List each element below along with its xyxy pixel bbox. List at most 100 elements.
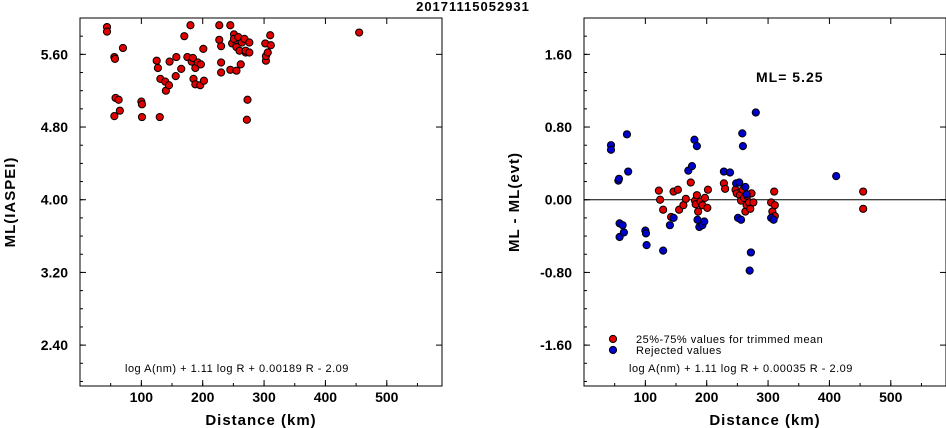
accepted-point: [859, 204, 868, 213]
left-y-axis-title: ML(IASPEI): [2, 157, 19, 248]
accepted-point: [355, 28, 364, 37]
accepted-point: [236, 60, 245, 69]
x-tick-label: 100: [634, 389, 658, 405]
rejected-point: [751, 108, 760, 117]
rejected-point: [641, 229, 651, 238]
accepted-point: [681, 194, 690, 203]
accepted-point: [700, 193, 709, 203]
y-tick-label: 5.60: [41, 46, 68, 62]
accepted-point: [746, 204, 755, 213]
left-axis-ticks: 100 200 300 400 500 2.40 3.20 4.00 4.80 5.60: [41, 18, 442, 405]
right-formula-annotation: log A(nm) + 1.11 log R + 0.00035 R - 2.0…: [629, 363, 853, 375]
y-tick-label: 1.60: [545, 46, 572, 62]
accepted-point: [165, 57, 174, 66]
x-tick-label: 500: [879, 389, 903, 405]
ml-event-annotation: ML= 5.25: [756, 69, 824, 85]
rejected-point: [746, 248, 755, 257]
rejected-point: [665, 221, 674, 230]
accepted-point: [110, 112, 119, 121]
rejected-point: [700, 217, 709, 226]
y-tick-label: 0.80: [545, 119, 572, 135]
y-tick-label: 0.00: [545, 192, 572, 208]
accepted-point: [694, 207, 703, 216]
accepted-point: [226, 21, 235, 30]
x-tick-label: 300: [756, 389, 780, 405]
x-tick-label: 400: [818, 389, 842, 405]
rejected-point: [606, 145, 616, 154]
accepted-point: [721, 184, 730, 193]
rejected-point: [741, 182, 750, 192]
accepted-point: [770, 187, 779, 196]
left-plot-frame: [79, 17, 443, 387]
accepted-point: [110, 54, 120, 63]
right-data-points: [606, 108, 868, 275]
accepted-point: [703, 203, 712, 213]
rejected-point: [622, 130, 632, 139]
rejected-point: [687, 162, 697, 171]
accepted-point: [703, 185, 713, 194]
accepted-point: [215, 21, 224, 30]
y-tick-label: -0.80: [540, 264, 572, 280]
legend-label-rejected: Rejected values: [636, 345, 722, 357]
accepted-point: [196, 60, 205, 69]
accepted-point: [164, 81, 174, 90]
x-tick-label: 100: [130, 389, 154, 405]
right-plot-frame: [583, 17, 946, 387]
rejected-point: [736, 215, 746, 224]
rejected-point: [832, 172, 841, 181]
accepted-point: [180, 32, 189, 41]
legend-label-accepted: 25%-75% values for trimmed mean: [636, 334, 823, 346]
y-tick-label: 4.00: [41, 192, 68, 208]
rejected-point: [642, 241, 651, 250]
right-x-axis-title: Distance (km): [709, 412, 820, 428]
y-tick-label: 2.40: [41, 337, 68, 353]
accepted-point: [172, 52, 181, 62]
accepted-point: [242, 115, 251, 124]
accepted-point: [232, 66, 241, 75]
accepted-point: [692, 191, 701, 200]
x-tick-label: 200: [191, 389, 215, 405]
accepted-point: [155, 112, 164, 122]
legend-swatch-accepted: [608, 334, 618, 344]
accepted-point: [188, 53, 197, 63]
rejected-point: [618, 221, 627, 230]
accepted-point: [115, 106, 124, 115]
x-tick-label: 300: [252, 389, 276, 405]
accepted-point: [263, 48, 272, 57]
accepted-point: [102, 27, 112, 36]
accepted-point: [655, 195, 665, 204]
accepted-point: [749, 198, 758, 207]
y-tick-label: -1.60: [540, 337, 572, 353]
accepted-point: [137, 112, 147, 122]
accepted-point: [217, 68, 226, 77]
accepted-point: [177, 64, 186, 73]
right-y-axis-title: ML - ML(evt): [506, 152, 523, 252]
rejected-point: [742, 190, 751, 199]
rejected-point: [669, 213, 678, 223]
accepted-point: [137, 100, 147, 109]
y-tick-label: 4.80: [41, 119, 68, 135]
rejected-point: [725, 168, 735, 177]
left-x-axis-title: Distance (km): [205, 412, 316, 428]
rejected-point: [614, 174, 624, 183]
accepted-point: [266, 41, 275, 50]
accepted-point: [673, 185, 682, 194]
rejected-point: [659, 246, 668, 255]
left-data-points: [102, 21, 364, 124]
right-axis-ticks: 100 200 300 400 500 -1.60 -0.80 0.00 0.80 1.60: [540, 17, 946, 405]
accepted-point: [118, 43, 128, 53]
accepted-point: [654, 186, 663, 195]
accepted-point: [245, 48, 254, 57]
accepted-point: [266, 31, 275, 40]
accepted-point: [199, 44, 208, 53]
accepted-point: [770, 201, 779, 210]
legend-swatch-rejected: [608, 345, 618, 355]
accepted-point: [186, 21, 195, 30]
x-tick-label: 200: [695, 389, 719, 405]
rejected-point: [619, 228, 628, 237]
accepted-point: [171, 72, 180, 81]
accepted-point: [114, 95, 123, 104]
page-title: 20171115052931: [416, 0, 530, 14]
rejected-point: [624, 167, 633, 176]
